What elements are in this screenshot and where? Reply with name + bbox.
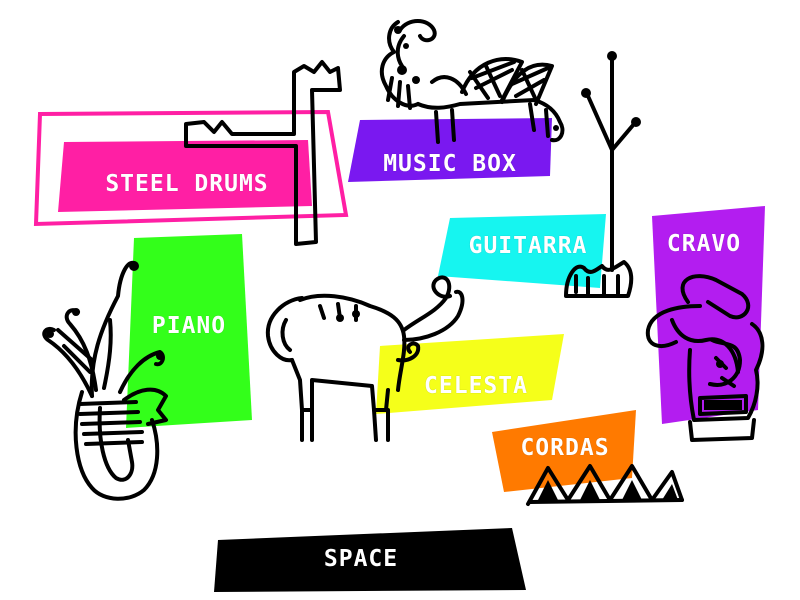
cravo-label: CRAVO bbox=[666, 231, 742, 257]
cravo-button[interactable]: CRAVO bbox=[652, 226, 756, 262]
cordas-panel[interactable] bbox=[492, 410, 636, 492]
steel-drums-label: STEEL DRUMS bbox=[105, 171, 269, 197]
guitarra-button[interactable]: GUITARRA bbox=[450, 228, 606, 264]
guitarra-label: GUITARRA bbox=[468, 233, 588, 259]
steel-drums-creature bbox=[184, 60, 342, 246]
celesta-panel[interactable] bbox=[376, 334, 564, 414]
cordas-button[interactable]: CORDAS bbox=[504, 430, 626, 466]
music-box-panel[interactable] bbox=[348, 118, 552, 182]
piano-panel[interactable] bbox=[126, 234, 252, 428]
guitarra-panel[interactable] bbox=[438, 214, 606, 288]
space-panel[interactable] bbox=[214, 528, 526, 592]
steel-drums-panel[interactable] bbox=[58, 140, 312, 212]
steel-drums-frame bbox=[33, 109, 349, 227]
music-box-button[interactable]: MUSIC BOX bbox=[360, 146, 540, 182]
cordas-label: CORDAS bbox=[520, 435, 610, 461]
celesta-button[interactable]: CELESTA bbox=[400, 368, 552, 404]
celesta-creature bbox=[265, 275, 465, 442]
guitarra-creature bbox=[564, 54, 636, 298]
steel-drums-button[interactable]: STEEL DRUMS bbox=[70, 166, 304, 202]
cordas-creature bbox=[526, 464, 684, 506]
space-label: SPACE bbox=[323, 546, 399, 572]
piano-creature bbox=[42, 260, 168, 501]
space-button[interactable]: SPACE bbox=[276, 540, 446, 578]
celesta-label: CELESTA bbox=[424, 373, 528, 399]
piano-button[interactable]: PIANO bbox=[136, 308, 242, 344]
music-box-label: MUSIC BOX bbox=[383, 151, 517, 177]
piano-label: PIANO bbox=[151, 313, 227, 339]
cravo-creature bbox=[645, 274, 765, 442]
music-box-creature bbox=[379, 19, 565, 144]
